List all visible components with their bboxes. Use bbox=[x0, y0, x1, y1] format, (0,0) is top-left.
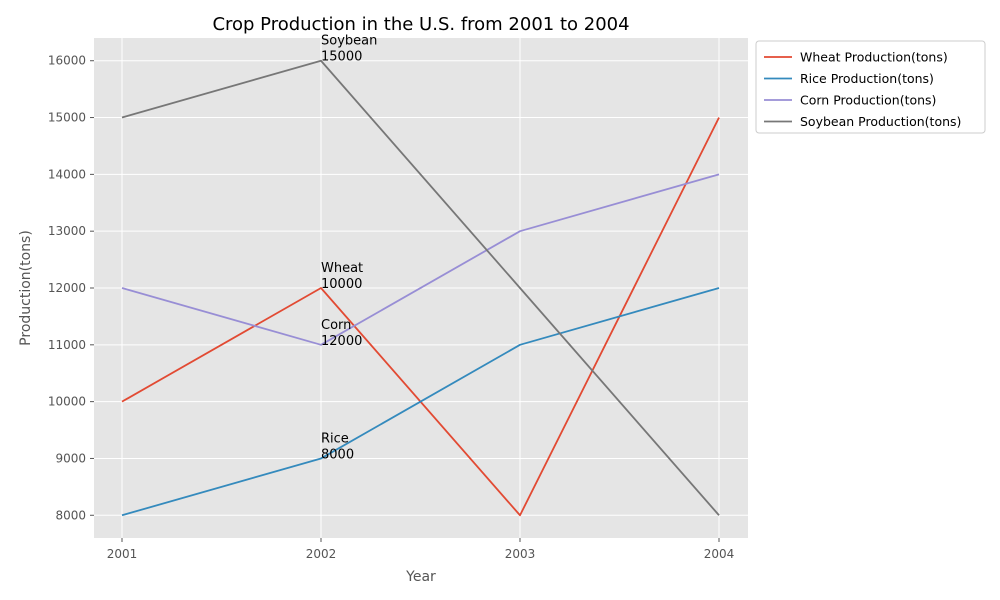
annotation-value: 8000 bbox=[321, 447, 354, 462]
series-line-2 bbox=[121, 173, 720, 346]
annotation-value: 15000 bbox=[321, 50, 362, 65]
legend-box bbox=[755, 40, 986, 134]
chart-title: Crop Production in the U.S. from 2001 to… bbox=[212, 14, 629, 35]
x-tick-label: 2003 bbox=[505, 547, 536, 561]
legend: Wheat Production(tons) Rice Production(to… bbox=[755, 40, 986, 134]
y-tick-label: 9000 bbox=[55, 451, 86, 465]
y-tick-label: 11000 bbox=[48, 338, 86, 352]
annotation-crop: Wheat bbox=[321, 261, 363, 276]
legend-label-2: Corn Production(tons) bbox=[800, 93, 936, 108]
y-tick-label: 10000 bbox=[48, 395, 86, 409]
y-tick-label: 12000 bbox=[48, 281, 86, 295]
series-line-1 bbox=[121, 287, 720, 517]
series-lines bbox=[121, 59, 720, 517]
annotation-label: Corn 12000 bbox=[321, 318, 362, 349]
annotations: Soybean 15000 Wheat 10000 Corn 12000 Rice 8000 bbox=[321, 34, 377, 463]
legend-label-0: Wheat Production(tons) bbox=[800, 50, 948, 65]
y-tick-label: 16000 bbox=[48, 54, 86, 68]
x-tick-label: 2001 bbox=[107, 547, 138, 561]
annotation-crop: Soybean bbox=[321, 34, 377, 49]
legend-label-1: Rice Production(tons) bbox=[800, 71, 934, 86]
annotation-value: 12000 bbox=[321, 334, 362, 349]
annotation-label: Rice 8000 bbox=[321, 431, 354, 462]
annotation-value: 10000 bbox=[321, 277, 362, 292]
annotation-label: Wheat 10000 bbox=[321, 261, 363, 292]
y-tick-label: 8000 bbox=[55, 508, 86, 522]
legend-label-3: Soybean Production(tons) bbox=[800, 114, 961, 129]
y-tick-label: 13000 bbox=[48, 224, 86, 238]
x-axis-ticks: 2001 2002 2003 2004 bbox=[107, 538, 735, 561]
x-tick-label: 2002 bbox=[306, 547, 337, 561]
annotation-crop: Corn bbox=[321, 318, 351, 333]
x-tick-label: 2004 bbox=[704, 547, 735, 561]
x-axis-label: Year bbox=[405, 569, 436, 585]
annotation-label: Soybean 15000 bbox=[321, 34, 377, 65]
series-line-3 bbox=[121, 59, 720, 516]
annotation-crop: Rice bbox=[321, 431, 349, 446]
y-tick-label: 14000 bbox=[48, 167, 86, 181]
y-tick-label: 15000 bbox=[48, 111, 86, 125]
y-axis-label: Production(tons) bbox=[18, 230, 34, 346]
y-axis-ticks: 8000 9000 10000 11000 12000 13000 14000 15000 16… bbox=[48, 54, 94, 522]
